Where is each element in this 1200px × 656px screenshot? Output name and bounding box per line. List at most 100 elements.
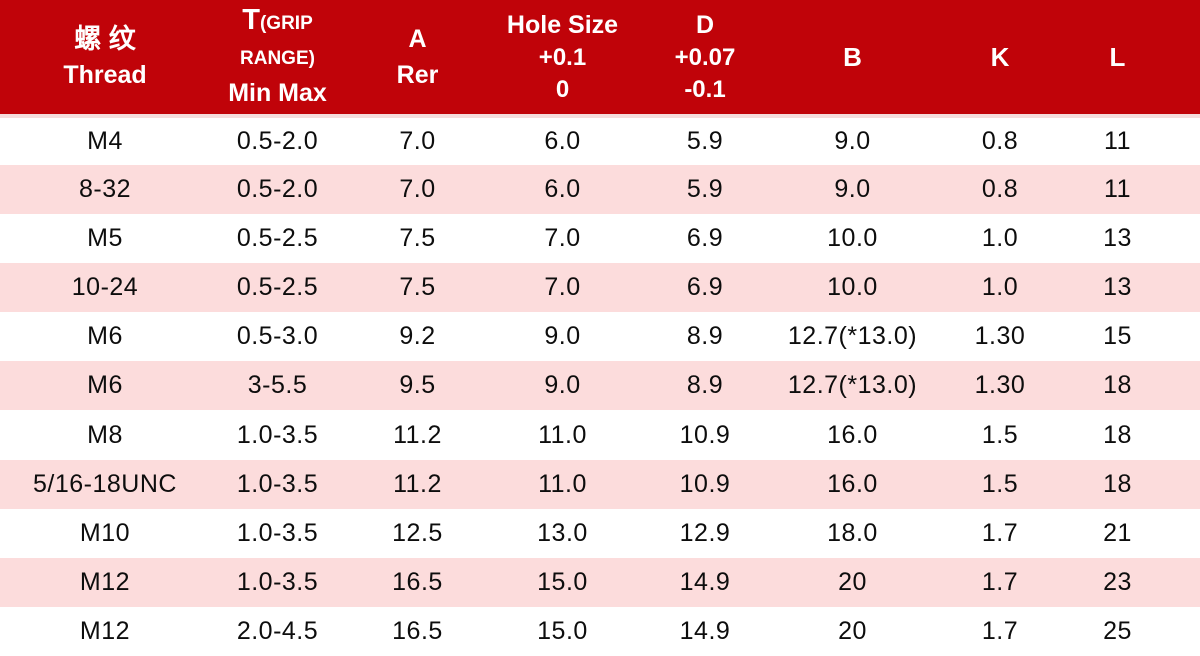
table-cell: M10 — [79, 518, 131, 547]
table-cell: 20 — [838, 567, 867, 596]
table-cell: 1.5 — [981, 469, 1019, 498]
table-cell: 13 — [1103, 224, 1132, 253]
table-cell: 14.9 — [679, 616, 731, 645]
table-cell: 25 — [1103, 616, 1132, 645]
table-cell: 1.5 — [981, 420, 1019, 449]
table-cell: 12.7(*13.0) — [787, 371, 918, 400]
table-cell: 8-32 — [78, 175, 132, 204]
table-cell: 16.5 — [392, 616, 443, 645]
table-cell: 2.0-4.5 — [236, 616, 319, 645]
table-cell: 1.30 — [974, 322, 1026, 351]
table-cell: 13.0 — [537, 518, 588, 547]
table-cell: 9.5 — [399, 371, 436, 400]
d-label: D — [695, 10, 715, 39]
table-cell: 0.8 — [981, 127, 1019, 156]
table-cell: M12 — [79, 616, 131, 645]
header-row: 螺 纹 Thread T(GRIP RANGE) Min Max A Rer H… — [0, 0, 1200, 118]
table-cell: 8.9 — [686, 322, 724, 351]
table-cell: 9.0 — [544, 322, 581, 351]
table-cell: 11.0 — [538, 420, 587, 449]
table-row: M10 1.0-3.5 12.5 13.0 12.9 18.0 1.7 21 — [0, 508, 1200, 558]
table-cell: 0.8 — [981, 175, 1019, 204]
table-row: 5/16-18UNC 1.0-3.5 11.2 11.0 10.9 16.0 1.5 18 — [0, 459, 1200, 509]
table-row: M6 3-5.5 9.5 9.0 8.9 12.7(*13.0) 1.30 18 — [0, 361, 1200, 411]
table-row: 10-24 0.5-2.5 7.5 7.0 6.9 10.0 1.0 13 — [0, 263, 1200, 313]
table-cell: 7.0 — [544, 224, 581, 253]
table-row: 8-32 0.5-2.0 7.0 6.0 5.9 9.0 0.8 11 — [0, 165, 1200, 215]
d-tol-upper: +0.07 — [674, 43, 736, 71]
table-cell: 10.9 — [679, 420, 731, 449]
table-cell: 1.0-3.5 — [236, 567, 319, 596]
table-cell: 0.5-2.0 — [236, 175, 319, 204]
table-cell: 0.5-2.0 — [236, 127, 319, 156]
table-cell: 5.9 — [686, 175, 724, 204]
table-cell: 20 — [838, 616, 867, 645]
table-cell: 10-24 — [71, 273, 139, 302]
table-cell: 9.0 — [834, 127, 871, 156]
table-cell: 13 — [1103, 273, 1132, 302]
a-ref-label: Rer — [396, 61, 439, 89]
table-cell: M5 — [87, 224, 123, 253]
table-cell: 0.5-3.0 — [236, 322, 319, 351]
table-cell: 10.0 — [827, 273, 878, 302]
table-cell: 11.2 — [393, 420, 442, 449]
table-cell: 5/16-18UNC — [33, 469, 177, 498]
table-cell: 21 — [1103, 518, 1132, 547]
table-cell: 1.0 — [981, 273, 1019, 302]
table-cell: M12 — [79, 567, 131, 596]
table-cell: 10.9 — [679, 469, 731, 498]
table-cell: 7.0 — [399, 175, 436, 204]
l-label: L — [1109, 41, 1126, 72]
table-cell: M6 — [87, 322, 123, 351]
col-header-hole-size: Hole Size +0.1 0 — [490, 0, 635, 118]
table-cell: 1.0-3.5 — [236, 420, 319, 449]
table-cell: 12.7(*13.0) — [787, 322, 918, 351]
table-cell: 8.9 — [686, 371, 724, 400]
table-cell: 1.7 — [981, 567, 1019, 596]
table-cell: 10.0 — [827, 224, 878, 253]
table-row: M12 1.0-3.5 16.5 15.0 14.9 20 1.7 23 — [0, 557, 1200, 607]
table-cell: 18.0 — [827, 518, 878, 547]
table-cell: M4 — [87, 127, 123, 156]
table-cell: 1.7 — [981, 616, 1019, 645]
table-cell: 11 — [1104, 127, 1131, 156]
a-label: A — [408, 25, 427, 53]
table-cell: 11 — [1104, 175, 1131, 204]
table-cell: 18 — [1103, 420, 1132, 449]
table-cell: 0.5-2.5 — [236, 273, 319, 302]
b-label: B — [843, 41, 862, 72]
thread-label-en: Thread — [63, 61, 147, 89]
table-cell: M6 — [87, 371, 123, 400]
table-cell: 7.0 — [544, 273, 581, 302]
table-cell: 7.5 — [399, 224, 436, 253]
table-cell: 6.0 — [544, 175, 581, 204]
table-cell: 1.0-3.5 — [236, 469, 319, 498]
table-cell: 1.0-3.5 — [236, 518, 319, 547]
col-header-l: L — [1070, 0, 1200, 118]
table-header: 螺 纹 Thread T(GRIP RANGE) Min Max A Rer H… — [0, 0, 1200, 118]
hole-size-tol-upper: +0.1 — [538, 43, 587, 71]
table-cell: 23 — [1103, 567, 1132, 596]
grip-range-sub: (GRIP RANGE) — [240, 12, 315, 69]
k-label: K — [990, 41, 1010, 72]
table-cell: 7.0 — [399, 127, 436, 156]
col-header-thread: 螺 纹 Thread — [0, 0, 210, 118]
table-cell: 15 — [1103, 322, 1132, 351]
table-cell: 16.5 — [392, 567, 443, 596]
table-cell: 16.0 — [827, 469, 878, 498]
table-cell: 0.5-2.5 — [236, 224, 319, 253]
table-row: M12 2.0-4.5 16.5 15.0 14.9 20 1.7 25 — [0, 606, 1200, 656]
grip-range-minmax: Min Max — [228, 78, 327, 107]
table-cell: 1.0 — [981, 224, 1019, 253]
table-row: M6 0.5-3.0 9.2 9.0 8.9 12.7(*13.0) 1.30 15 — [0, 312, 1200, 362]
thread-label-cn: 螺 纹 — [74, 24, 136, 54]
table-cell: 9.2 — [399, 322, 436, 351]
d-tol-lower: -0.1 — [684, 75, 726, 103]
col-header-grip-range: T(GRIP RANGE) Min Max — [210, 0, 345, 118]
table-cell: 15.0 — [537, 567, 588, 596]
grip-range-label: T(GRIP RANGE) — [210, 4, 345, 75]
table-cell: 5.9 — [686, 127, 724, 156]
table-cell: M8 — [87, 420, 123, 449]
grip-range-symbol: T — [242, 3, 260, 36]
table-cell: 12.9 — [679, 518, 731, 547]
